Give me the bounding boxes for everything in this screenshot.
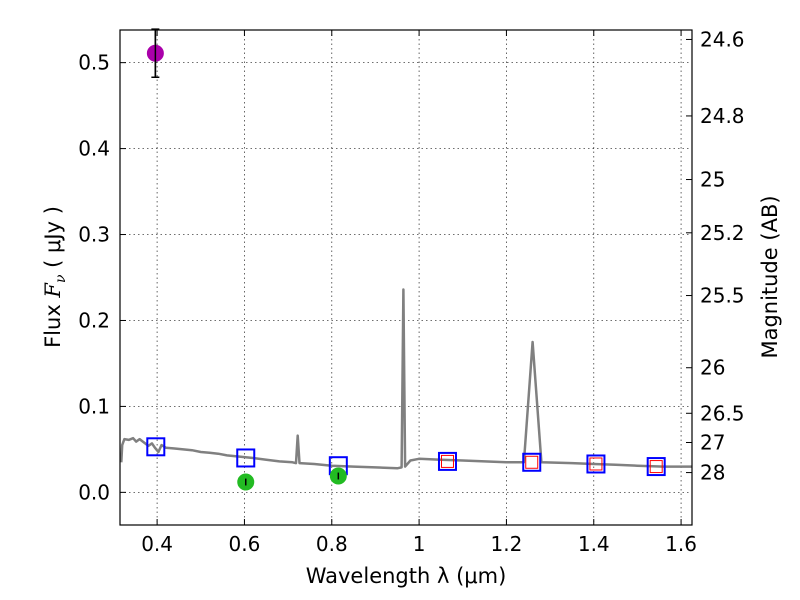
plot-frame (119, 29, 693, 526)
model-photometry-square (236, 448, 256, 468)
observed-ir-square (525, 455, 539, 469)
x-tick-label: 0.8 (316, 532, 348, 556)
y2-tick-label: 26 (700, 356, 725, 380)
grid-layer (120, 30, 692, 525)
model-photometry-square (586, 454, 606, 474)
y-axis-label: Flux Fν ( μJy ) (41, 206, 69, 348)
y-tick-label: 0.1 (78, 394, 110, 418)
y-tick-label: 0.2 (78, 308, 110, 332)
x-tick-label: 1.2 (491, 532, 523, 556)
x-tick-label: 0.4 (141, 532, 173, 556)
x-axis-label: Wavelength λ (μm) (306, 564, 507, 588)
model-photometry-square (146, 437, 166, 457)
x-tick-label: 1 (413, 532, 426, 556)
x-tick-label: 1.4 (578, 532, 610, 556)
y2-tick-label: 25.5 (700, 284, 745, 308)
x-tick-label: 0.6 (229, 532, 261, 556)
y2-tick-label: 26.5 (700, 401, 745, 425)
tick-layer: 0.4 0.6 0.8 1 1.2 1.4 1.6 0.0 0.1 0.2 0.3 0.4 0.5 24.… (78, 27, 744, 556)
observed-ir-square (649, 460, 663, 474)
model-photometry-square (646, 457, 666, 477)
x-tick-label: 1.6 (665, 532, 697, 556)
y2-tick-label: 24.6 (700, 27, 745, 51)
y2-tick-label: 27 (700, 431, 725, 455)
data-layer (120, 28, 692, 491)
observed-ir-square (589, 457, 603, 471)
y2-tick-label: 25 (700, 168, 725, 192)
y-tick-label: 0.3 (78, 223, 110, 247)
y2-axis-label: Magnitude (AB) (758, 195, 782, 358)
model-photometry-square (522, 452, 542, 472)
y-tick-label: 0.4 (78, 137, 110, 161)
y2-tick-label: 28 (700, 461, 725, 485)
y-tick-label: 0.5 (78, 51, 110, 75)
model-spectrum-line (120, 288, 692, 470)
observed-ir-square (440, 454, 454, 468)
y2-tick-label: 25.2 (700, 221, 745, 245)
y2-tick-label: 24.8 (700, 104, 745, 128)
y-tick-label: 0.0 (78, 480, 110, 504)
model-photometry-square (437, 451, 457, 471)
